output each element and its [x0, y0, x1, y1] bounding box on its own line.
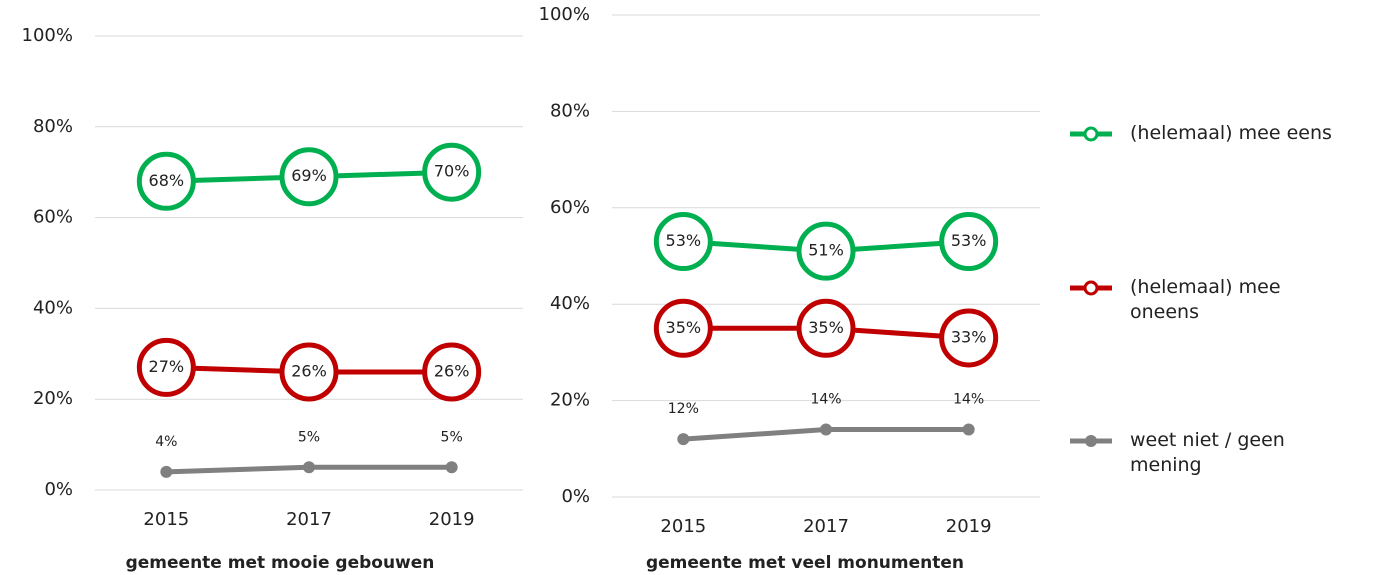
data-point [136, 151, 196, 211]
y-tick-label: 20% [33, 388, 73, 409]
data-label: 53% [951, 231, 987, 250]
x-tick-label: 2019 [946, 516, 992, 537]
y-tick-label: 20% [550, 390, 590, 411]
data-label: 69% [291, 166, 327, 185]
y-tick-label: 100% [22, 25, 73, 46]
y-tick-label: 0% [44, 479, 73, 500]
data-point [422, 142, 482, 202]
data-label: 51% [808, 241, 844, 260]
data-label: 5% [298, 429, 320, 445]
data-point [820, 423, 832, 436]
data-label: 14% [810, 392, 841, 408]
legend-marker [1083, 280, 1099, 296]
y-tick-label: 60% [33, 207, 73, 228]
legend-marker [1085, 435, 1097, 447]
data-label: 26% [434, 361, 470, 380]
x-tick-label: 2019 [429, 509, 475, 530]
data-label: 12% [668, 401, 699, 417]
data-point [939, 308, 999, 368]
data-point [653, 212, 713, 272]
legend-label: weet niet / geen mening [1130, 429, 1285, 476]
legend-label: (helemaal) mee oneens [1130, 276, 1281, 323]
y-tick-label: 40% [550, 293, 590, 314]
x-axis-title: gemeente met veel monumenten [646, 553, 964, 573]
data-point [303, 461, 315, 474]
x-tick-label: 2015 [143, 509, 189, 530]
data-label: 27% [149, 357, 185, 376]
x-axis-title: gemeente met mooie gebouwen [126, 553, 435, 573]
y-tick-label: 40% [33, 297, 73, 318]
data-label: 35% [666, 318, 702, 337]
y-tick-label: 100% [539, 4, 590, 25]
x-tick-label: 2017 [286, 509, 332, 530]
data-point [279, 342, 339, 402]
data-label: 26% [291, 361, 327, 380]
data-point [796, 298, 856, 358]
legend-label: (helemaal) mee eens [1130, 122, 1332, 144]
data-label: 68% [149, 171, 185, 190]
data-label: 4% [155, 434, 177, 450]
data-label: 53% [666, 231, 702, 250]
y-tick-label: 60% [550, 197, 590, 218]
data-label: 70% [434, 162, 470, 181]
data-label: 14% [953, 392, 984, 408]
legend-marker [1083, 126, 1099, 142]
data-point [160, 465, 173, 478]
y-tick-label: 0% [561, 486, 590, 507]
data-label: 33% [951, 327, 987, 346]
data-point [796, 221, 856, 281]
data-point [422, 342, 482, 402]
x-tick-label: 2017 [803, 516, 849, 537]
data-point [279, 147, 339, 207]
data-point [962, 423, 975, 436]
y-tick-label: 80% [550, 100, 590, 121]
data-point [677, 433, 690, 446]
data-point [136, 337, 196, 397]
data-point [939, 212, 999, 272]
data-point [445, 461, 458, 474]
x-tick-label: 2015 [660, 516, 706, 537]
data-label: 35% [808, 318, 844, 337]
data-point [653, 298, 713, 358]
y-tick-label: 80% [33, 116, 73, 137]
data-label: 5% [441, 429, 463, 445]
